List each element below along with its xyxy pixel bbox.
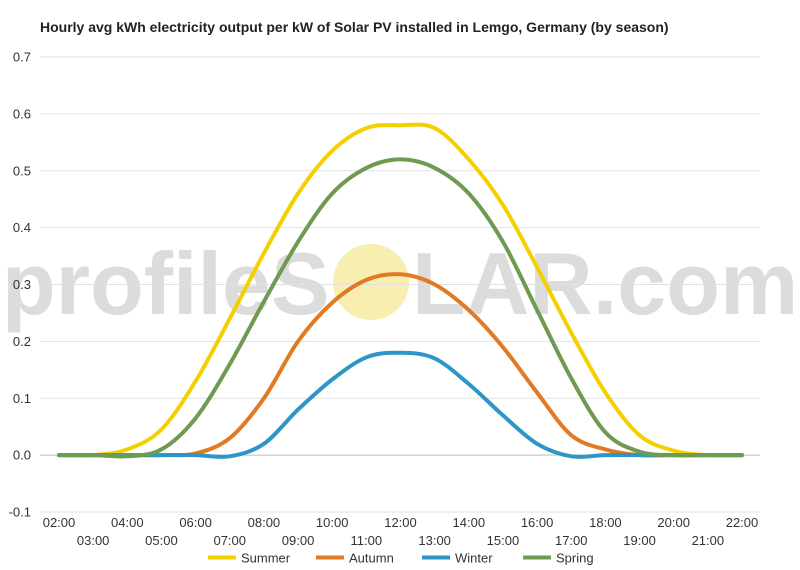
watermark-sun-icon — [333, 244, 409, 320]
watermark-text-left: profileS — [2, 234, 330, 333]
y-tick-label: -0.1 — [9, 505, 31, 520]
x-tick-label: 12:00 — [384, 515, 417, 530]
legend-label: Winter — [455, 551, 493, 566]
legend: Summer Autumn Winter Spring — [208, 551, 594, 566]
legend-swatch — [523, 555, 551, 560]
legend-label: Summer — [241, 551, 291, 566]
x-tick-label: 10:00 — [316, 515, 349, 530]
legend-label: Autumn — [349, 551, 394, 566]
grid-lines — [40, 56, 760, 513]
watermark: profileS LAR.com — [2, 234, 798, 333]
x-tick-label: 02:00 — [43, 515, 76, 530]
x-tick-label: 13:00 — [418, 533, 451, 548]
x-axis: 02:00 04:00 06:00 08:00 10:00 12:00 14:00 16:00… — [43, 515, 759, 548]
x-tick-label: 22:00 — [726, 515, 759, 530]
y-tick-label: 0.2 — [13, 334, 31, 349]
x-tick-label: 03:00 — [77, 533, 110, 548]
x-tick-label: 16:00 — [521, 515, 554, 530]
y-axis: -0.1 0.0 0.1 0.2 0.3 0.4 0.5 0.6 0.7 — [9, 50, 31, 520]
x-tick-label: 06:00 — [179, 515, 212, 530]
x-tick-label: 07:00 — [213, 533, 246, 548]
series-lines — [57, 122, 744, 459]
legend-swatch — [208, 555, 236, 560]
legend-item-autumn: Autumn — [316, 551, 394, 566]
x-tick-label: 08:00 — [248, 515, 281, 530]
legend-swatch — [316, 555, 344, 560]
x-tick-label: 20:00 — [657, 515, 690, 530]
x-tick-label: 14:00 — [453, 515, 486, 530]
x-tick-label: 18:00 — [589, 515, 622, 530]
x-tick-label: 17:00 — [555, 533, 588, 548]
series-line-spring — [57, 157, 744, 459]
x-tick-label: 11:00 — [351, 533, 383, 548]
chart-title: Hourly avg kWh electricity output per kW… — [40, 19, 669, 35]
legend-item-spring: Spring — [523, 551, 594, 566]
legend-item-winter: Winter — [422, 551, 493, 566]
y-tick-label: 0.6 — [13, 106, 31, 121]
watermark-text-right: LAR.com — [412, 234, 798, 333]
y-tick-label: 0.4 — [13, 220, 31, 235]
y-tick-label: 0.5 — [13, 163, 31, 178]
series-line-winter — [57, 350, 744, 459]
legend-label: Spring — [556, 551, 594, 566]
x-tick-label: 09:00 — [282, 533, 315, 548]
legend-swatch — [422, 555, 450, 560]
x-tick-label: 19:00 — [623, 533, 656, 548]
x-tick-label: 15:00 — [487, 533, 520, 548]
legend-item-summer: Summer — [208, 551, 291, 566]
x-tick-label: 04:00 — [111, 515, 144, 530]
y-tick-label: 0.7 — [13, 50, 31, 65]
x-tick-label: 21:00 — [692, 533, 725, 548]
y-tick-label: 0.3 — [13, 277, 31, 292]
y-tick-label: 0.1 — [13, 391, 31, 406]
y-tick-label: 0.0 — [13, 448, 31, 463]
x-tick-label: 05:00 — [145, 533, 178, 548]
series-line-summer — [57, 122, 744, 458]
